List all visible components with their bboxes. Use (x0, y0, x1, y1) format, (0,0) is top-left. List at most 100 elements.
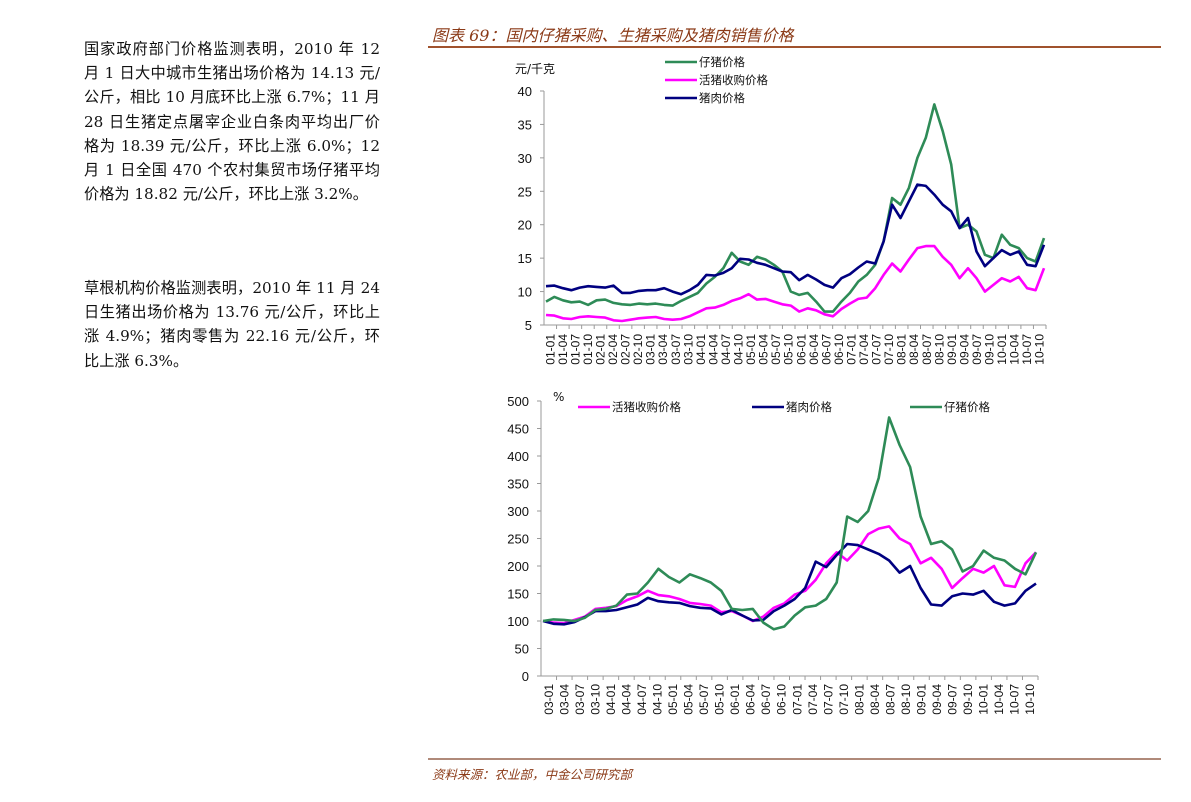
x-tick-label: 06-01 (728, 684, 742, 715)
y-tick-label: 30 (518, 151, 532, 166)
x-tick-label: 10-07 (1008, 684, 1022, 715)
legend-label-pork: 猪肉价格 (699, 91, 745, 105)
y-tick-label: 200 (507, 559, 529, 574)
y-tick-label: 20 (518, 218, 532, 233)
x-tick-label: 05-10 (713, 684, 727, 715)
y-tick-label: 5 (525, 318, 532, 333)
x-tick-label: 10-07 (1020, 334, 1034, 365)
y-tick-label: 15 (518, 251, 532, 266)
x-tick-label: 01-07 (568, 334, 582, 365)
x-tick-label: 05-01 (666, 684, 680, 715)
figure-title: 图表 69：国内仔猪采购、生猪采购及猪肉销售价格 (432, 26, 794, 45)
y-tick-label: 10 (518, 285, 532, 300)
y-unit-label: % (553, 390, 564, 404)
x-tick-label: 05-07 (769, 334, 783, 365)
y-tick-label: 150 (507, 587, 529, 602)
x-tick-label: 06-07 (819, 334, 833, 365)
y-tick-label: 300 (507, 504, 529, 519)
x-tick-label: 03-04 (656, 334, 670, 365)
y-tick-label: 500 (507, 394, 529, 409)
figure-source: 资料来源：农业部，中金公司研究部 (432, 767, 633, 782)
x-tick-label: 03-07 (573, 684, 587, 715)
x-tick-label: 02-10 (631, 334, 645, 365)
x-tick-label: 03-01 (542, 684, 556, 715)
x-tick-label: 01-04 (556, 334, 570, 365)
x-tick-label: 05-04 (682, 684, 696, 715)
x-tick-label: 03-01 (644, 334, 658, 365)
series-line-live_hog (542, 525, 1037, 625)
x-tick-label: 09-01 (915, 684, 929, 715)
x-tick-label: 06-01 (794, 334, 808, 365)
x-tick-label: 06-10 (832, 334, 846, 365)
x-tick-label: 06-04 (744, 684, 758, 715)
x-tick-label: 07-10 (882, 334, 896, 365)
x-tick-label: 08-04 (868, 684, 882, 715)
x-tick-label: 06-04 (807, 334, 821, 365)
x-tick-label: 07-10 (837, 684, 851, 715)
charts-canvas: 510152025303540元/千克01-0101-0401-0701-100… (507, 55, 1047, 715)
y-tick-label: 250 (507, 532, 529, 547)
x-tick-label: 07-01 (844, 334, 858, 365)
series-line-pork (545, 183, 1046, 296)
x-tick-label: 08-07 (920, 334, 934, 365)
x-tick-label: 08-07 (883, 684, 897, 715)
x-tick-label: 07-01 (790, 684, 804, 715)
y-tick-label: 0 (522, 669, 529, 684)
series-line-live_hog (545, 244, 1046, 323)
x-tick-label: 09-04 (930, 684, 944, 715)
y-tick-label: 35 (518, 117, 532, 132)
x-tick-label: 07-07 (870, 334, 884, 365)
x-tick-label: 09-10 (961, 684, 975, 715)
x-tick-label: 10-01 (977, 684, 991, 715)
x-tick-label: 09-04 (957, 334, 971, 365)
x-tick-label: 04-01 (604, 684, 618, 715)
x-tick-label: 03-04 (557, 684, 571, 715)
x-tick-label: 05-07 (697, 684, 711, 715)
legend-label-live_hog: 活猪收购价格 (699, 73, 768, 87)
x-tick-label: 10-04 (1008, 334, 1022, 365)
x-tick-label: 08-01 (852, 684, 866, 715)
x-tick-label: 03-10 (681, 334, 695, 365)
x-tick-label: 03-07 (669, 334, 683, 365)
series-line-piglet (542, 416, 1038, 631)
x-tick-label: 07-07 (821, 684, 835, 715)
x-tick-label: 09-07 (946, 684, 960, 715)
y-tick-label: 40 (518, 84, 532, 99)
x-tick-label: 04-04 (619, 684, 633, 715)
legend-label-piglet: 仔猪价格 (944, 400, 990, 414)
y-tick-label: 400 (507, 449, 529, 464)
title-divider (428, 46, 1161, 48)
legend-label-piglet: 仔猪价格 (699, 55, 745, 69)
y-tick-label: 450 (507, 422, 529, 437)
x-tick-label: 09-10 (983, 334, 997, 365)
summary-paragraph-grassroots: 草根机构价格监测表明，2010 年 11 月 24 日生猪出场价格为 13.76… (84, 279, 380, 370)
x-tick-label: 08-01 (895, 334, 909, 365)
legend-label-pork: 猪肉价格 (786, 400, 832, 414)
x-tick-label: 04-10 (732, 334, 746, 365)
summary-paragraph-government: 国家政府部门价格监测表明，2010 年 12 月 1 日大中城市生猪出场价格为 … (84, 40, 380, 204)
x-tick-label: 05-10 (782, 334, 796, 365)
x-tick-label: 10-10 (1033, 334, 1047, 365)
y-tick-label: 50 (515, 642, 529, 657)
x-tick-label: 02-01 (593, 334, 607, 365)
x-tick-label: 04-04 (706, 334, 720, 365)
x-tick-label: 06-10 (775, 684, 789, 715)
y-tick-label: 25 (518, 184, 532, 199)
y-unit-label: 元/千克 (515, 62, 555, 76)
x-tick-label: 05-01 (744, 334, 758, 365)
series-line-piglet (545, 103, 1046, 313)
x-tick-label: 01-10 (581, 334, 595, 365)
y-tick-label: 350 (507, 477, 529, 492)
x-tick-label: 10-10 (1023, 684, 1037, 715)
source-divider (428, 758, 1161, 760)
x-tick-label: 02-04 (606, 334, 620, 365)
x-tick-label: 03-10 (588, 684, 602, 715)
x-tick-label: 04-10 (650, 684, 664, 715)
y-tick-label: 100 (507, 614, 529, 629)
chart-1: 510152025303540元/千克01-0101-0401-0701-100… (515, 55, 1047, 365)
x-tick-label: 04-07 (719, 334, 733, 365)
x-tick-label: 09-07 (970, 334, 984, 365)
series-line-pork (542, 542, 1037, 626)
x-tick-label: 02-07 (619, 334, 633, 365)
